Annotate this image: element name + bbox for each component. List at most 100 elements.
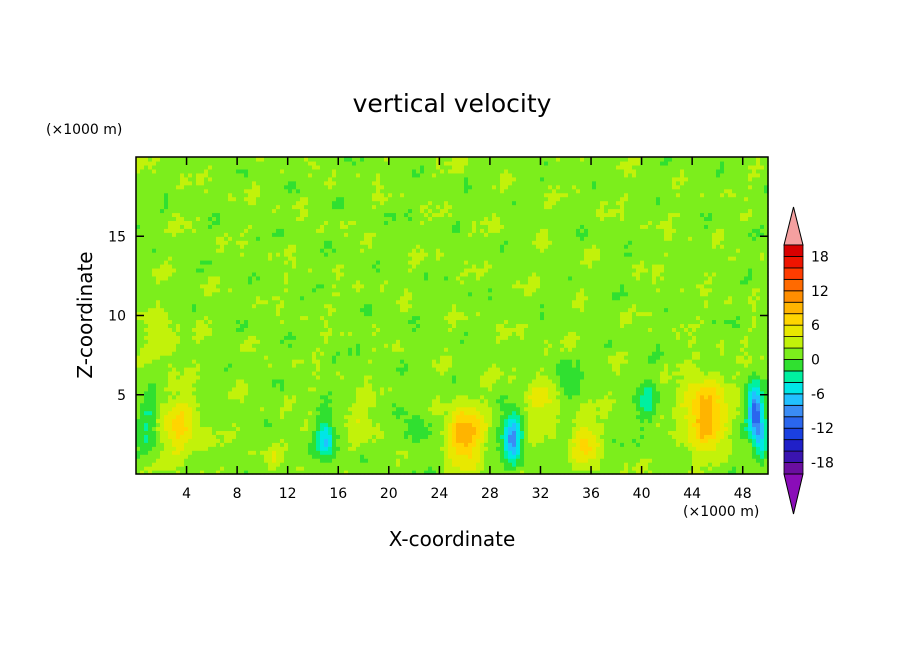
field-cell <box>192 458 197 463</box>
field-cell <box>176 303 181 309</box>
field-cell <box>216 192 221 198</box>
field-cell <box>364 414 369 420</box>
field-cell <box>332 370 337 376</box>
field-cell <box>300 319 305 325</box>
field-cell <box>160 164 165 170</box>
field-cell <box>196 422 201 428</box>
field-cell <box>344 224 349 229</box>
field-cell <box>240 303 245 309</box>
field-cell <box>304 351 309 356</box>
field-cell <box>348 216 353 221</box>
field-cell <box>380 410 385 416</box>
field-cell <box>180 386 185 392</box>
field-cell <box>252 394 257 400</box>
field-cell <box>172 157 177 162</box>
field-cell <box>152 406 157 412</box>
field-cell <box>184 275 189 281</box>
field-cell <box>296 192 301 198</box>
field-cell <box>280 327 285 332</box>
field-cell <box>224 287 229 293</box>
field-cell <box>172 267 177 273</box>
field-cell <box>360 160 365 166</box>
field-cell <box>372 208 377 214</box>
field-cell <box>256 430 261 435</box>
field-cell <box>312 363 317 368</box>
field-cell <box>156 283 161 289</box>
field-cell <box>216 263 221 269</box>
field-cell <box>352 422 357 428</box>
field-cell <box>188 450 193 455</box>
field-cell <box>212 442 217 447</box>
field-cell <box>348 212 353 218</box>
field-cell <box>336 184 341 190</box>
field-cell <box>268 236 273 241</box>
field-cell <box>376 378 381 384</box>
field-cell <box>376 406 381 412</box>
field-cell <box>168 212 173 218</box>
field-cell <box>352 458 357 463</box>
field-cell <box>168 220 173 225</box>
field-cell <box>192 220 197 225</box>
field-cell <box>152 315 157 321</box>
field-cell <box>328 240 333 245</box>
field-cell <box>316 260 321 265</box>
field-cell <box>352 446 357 451</box>
field-cell <box>308 398 313 404</box>
field-cell <box>264 418 269 424</box>
field-cell <box>136 343 141 348</box>
field-cell <box>292 442 297 447</box>
field-cell <box>172 370 177 376</box>
field-cell <box>380 291 385 297</box>
field-cell <box>256 307 261 313</box>
field-cell <box>336 168 341 174</box>
field-cell <box>280 200 285 206</box>
field-cell <box>236 370 241 376</box>
field-cell <box>344 180 349 186</box>
field-cell <box>220 410 225 416</box>
field-cell <box>240 172 245 178</box>
field-cell <box>284 382 289 388</box>
field-cell <box>344 216 349 221</box>
field-cell <box>200 212 205 218</box>
field-cell <box>208 446 213 451</box>
field-cell <box>160 184 165 190</box>
field-cell <box>228 216 233 221</box>
field-cell <box>240 426 245 432</box>
field-cell <box>200 454 205 459</box>
field-cell <box>148 410 153 416</box>
field-cell <box>140 442 145 447</box>
field-cell <box>272 295 277 301</box>
field-cell <box>228 160 233 166</box>
field-cell <box>320 438 325 443</box>
field-cell <box>184 315 189 321</box>
field-cell <box>380 176 385 182</box>
field-cell <box>316 180 321 186</box>
field-cell <box>136 442 141 447</box>
field-cell <box>160 363 165 368</box>
field-cell <box>248 422 253 428</box>
field-cell <box>168 374 173 380</box>
field-cell <box>324 355 329 360</box>
field-cell <box>380 295 385 301</box>
field-cell <box>192 422 197 428</box>
field-cell <box>240 176 245 182</box>
field-cell <box>328 224 333 229</box>
field-cell <box>372 204 377 210</box>
field-cell <box>184 172 189 178</box>
field-cell <box>320 184 325 190</box>
field-cell <box>344 204 349 210</box>
field-cell <box>188 442 193 447</box>
field-cell <box>348 248 353 253</box>
field-cell <box>364 208 369 214</box>
field-cell <box>212 196 217 202</box>
field-cell <box>224 402 229 408</box>
field-cell <box>192 299 197 305</box>
field-cell <box>204 228 209 233</box>
field-cell <box>364 248 369 253</box>
field-cell <box>208 426 213 432</box>
field-cell <box>348 275 353 281</box>
field-cell <box>292 275 297 281</box>
field-cell <box>268 351 273 356</box>
field-cell <box>180 343 185 348</box>
field-cell <box>144 422 149 428</box>
